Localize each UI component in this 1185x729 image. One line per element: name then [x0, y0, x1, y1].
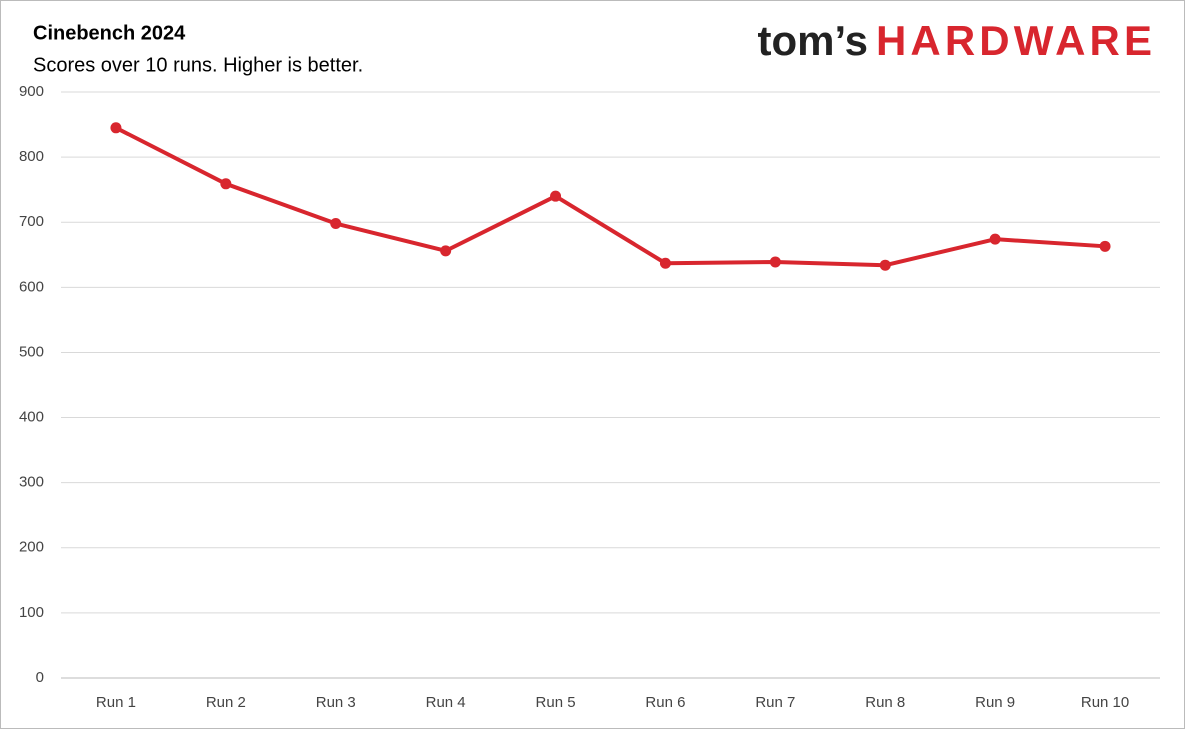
- y-tick-label: 300: [19, 474, 44, 491]
- x-tick-label: Run 9: [975, 694, 1015, 711]
- y-tick-label: 500: [19, 343, 44, 360]
- y-tick-label: 400: [19, 409, 44, 426]
- point: [330, 218, 342, 230]
- x-tick-label: Run 1: [96, 694, 136, 711]
- y-tick-label: 600: [19, 278, 44, 295]
- point: [659, 257, 671, 269]
- line: [115, 126, 1106, 268]
- x-tick-label: Run 4: [426, 694, 466, 711]
- y-tick-label: 200: [19, 539, 44, 556]
- point: [769, 256, 781, 268]
- point: [1099, 240, 1111, 252]
- x-tick-label: Run 7: [755, 694, 795, 711]
- x-tick-label: Run 10: [1081, 694, 1129, 711]
- chart-subtitle: Scores over 10 runs. Higher is better.: [33, 54, 363, 76]
- point: [220, 178, 232, 190]
- y-tick-label: 100: [19, 604, 44, 621]
- x-tick-label: Run 6: [645, 694, 685, 711]
- x-tick-label: Run 2: [206, 694, 246, 711]
- point: [879, 259, 891, 271]
- y-tick-label: 800: [19, 148, 44, 165]
- point: [440, 245, 452, 257]
- logo-prefix: tom’s: [758, 17, 868, 64]
- y-tick-label: 900: [19, 83, 44, 100]
- point: [550, 190, 562, 202]
- logo-name: HARDWARE: [876, 17, 1152, 64]
- x-tick-label: Run 5: [536, 694, 576, 711]
- y-tick-label: 700: [19, 213, 44, 230]
- x-tick-label: Run 8: [865, 694, 905, 711]
- x-tick-label: Run 3: [316, 694, 356, 711]
- chart-title: Cinebench 2024: [33, 22, 186, 44]
- point: [110, 122, 122, 134]
- point: [989, 233, 1001, 245]
- y-tick-label: 0: [36, 669, 44, 686]
